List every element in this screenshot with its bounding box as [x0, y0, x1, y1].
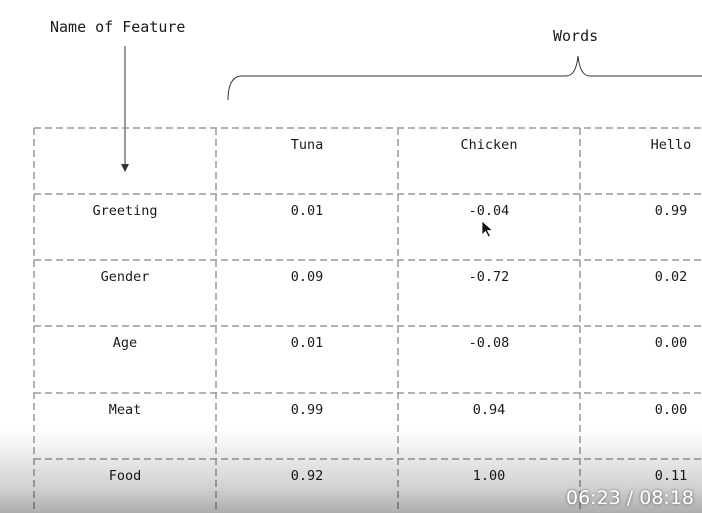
row-feature-meat: Meat [108, 402, 142, 418]
table-grid-vertical [33, 128, 581, 513]
table-cell: -0.04 [468, 203, 510, 219]
row-feature-greeting: Greeting [92, 203, 158, 219]
row-feature-age: Age [112, 335, 138, 351]
column-header-tuna: Tuna [290, 137, 324, 153]
table-cell: 0.11 [654, 468, 688, 484]
table-cell: 0.01 [290, 203, 324, 219]
table-cell: 0.01 [290, 335, 324, 351]
table-cell: -0.72 [468, 269, 510, 285]
table-cell: 0.09 [290, 269, 324, 285]
table-cell: 0.02 [654, 269, 688, 285]
feature-name-label: Name of Feature [50, 18, 186, 36]
table-cell: 0.99 [290, 402, 324, 418]
words-brace [227, 55, 702, 101]
column-header-hello: Hello [650, 137, 692, 153]
feature-arrow-head [121, 164, 129, 172]
table-grid-horizontal [34, 127, 702, 460]
table-cell: 1.00 [472, 468, 506, 484]
table-cell: 0.00 [654, 402, 688, 418]
row-feature-gender: Gender [100, 269, 150, 285]
row-feature-food: Food [108, 468, 142, 484]
column-header-chicken: Chicken [460, 137, 518, 153]
mouse-cursor-icon [481, 220, 494, 238]
table-cell: 0.99 [654, 203, 688, 219]
table-cell: -0.08 [468, 335, 510, 351]
table-cell: 0.94 [472, 402, 506, 418]
table-cell: 0.00 [654, 335, 688, 351]
table-cell: 0.92 [290, 468, 324, 484]
words-label: Words [553, 27, 599, 45]
video-timestamp: 06:23 / 08:18 [566, 487, 694, 509]
